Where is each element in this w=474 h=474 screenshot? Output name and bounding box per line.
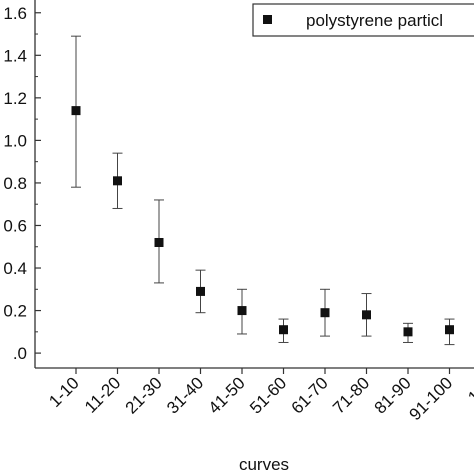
x-tick-label: 101 <box>464 373 474 406</box>
y-tick-label: .0 <box>13 344 27 363</box>
data-point <box>279 325 288 335</box>
y-axis-ticks: .0 0.2 0.4 0.6 0.8 1.0 1.2 1.4 1.6 <box>3 4 41 363</box>
y-tick-label: 1.6 <box>3 4 27 23</box>
y-tick-label: 1.2 <box>3 89 27 108</box>
x-tick-label: 51-60 <box>246 373 290 417</box>
data-point <box>445 325 454 335</box>
plot-frame <box>34 0 474 369</box>
x-tick-label: 1-10 <box>45 373 82 410</box>
x-tick-label: 91-100 <box>405 373 456 424</box>
data-markers <box>71 106 454 337</box>
y-tick-label: 0.2 <box>3 302 27 321</box>
x-tick-label: 71-80 <box>329 373 373 417</box>
data-point <box>320 308 330 318</box>
error-bars <box>71 35 455 346</box>
data-point <box>196 286 205 296</box>
x-tick-label: 31-40 <box>163 373 207 417</box>
data-point <box>362 310 371 320</box>
data-point <box>71 106 81 116</box>
x-axis-ticks: 1-1011-2021-3031-4041-5051-6061-7071-808… <box>45 368 474 424</box>
legend-marker <box>263 15 272 24</box>
x-axis-title: curves <box>239 455 289 474</box>
legend: polystyrene particl <box>252 3 474 37</box>
data-point <box>113 176 122 186</box>
x-tick-label: 41-50 <box>205 373 249 417</box>
data-point <box>403 327 413 337</box>
y-tick-label: 0.6 <box>3 216 27 235</box>
y-tick-label: 0.8 <box>3 174 27 193</box>
x-tick-label: 61-70 <box>288 373 332 417</box>
legend-label: polystyrene particl <box>306 11 443 30</box>
x-tick-label: 21-30 <box>122 373 166 417</box>
y-tick-label: 1.0 <box>3 131 27 150</box>
y-tick-label: 0.4 <box>3 259 27 278</box>
data-point <box>154 237 164 247</box>
data-point <box>237 306 247 316</box>
legend-box <box>252 3 474 37</box>
x-tick-label: 11-20 <box>81 373 124 416</box>
y-tick-label: 1.4 <box>3 46 27 65</box>
